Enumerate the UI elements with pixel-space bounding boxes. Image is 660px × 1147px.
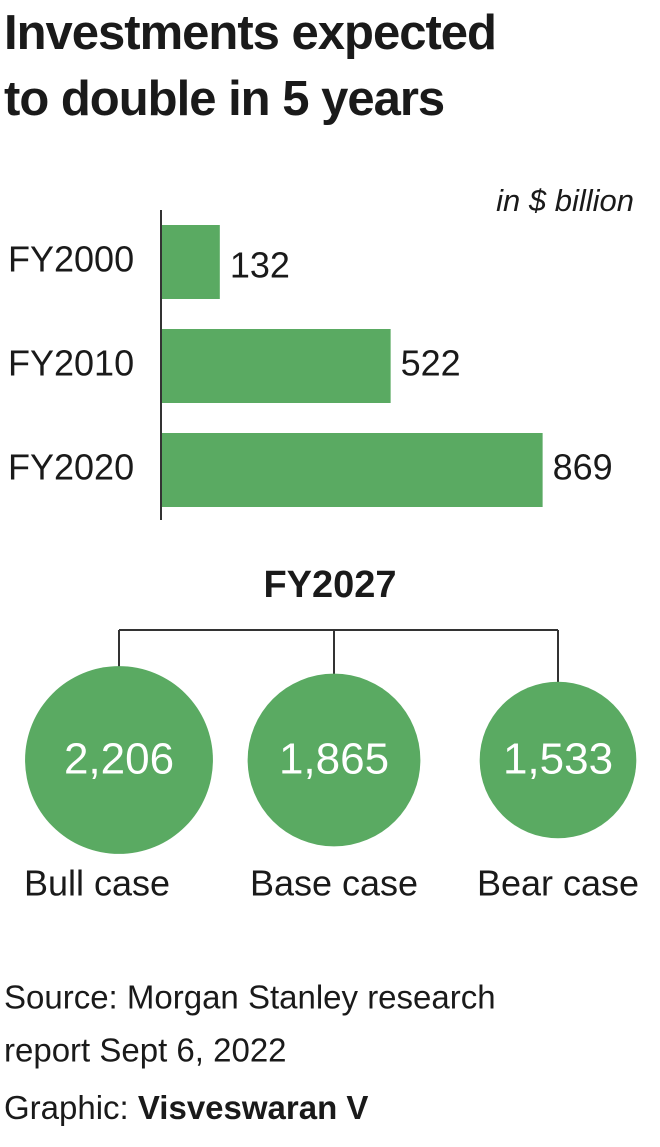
credit-name: Visveswaran V [138,1089,369,1126]
subtitle: FY2027 [263,564,396,606]
bar [162,225,220,299]
bar [162,329,391,403]
value-label: 522 [401,343,461,384]
value-label: 1,865 [279,735,389,784]
value-label: 1,533 [503,735,613,784]
source: report Sept 6, 2022 [4,1032,287,1069]
category-label: FY2000 [8,239,134,280]
category-label: Bear case [477,863,639,904]
bar [162,433,543,507]
category-label: Bull case [24,863,170,904]
title: Investments expected [4,6,496,60]
category-label: FY2020 [8,447,134,488]
value-label: 132 [230,245,290,286]
unit-label: in $ billion [496,183,634,218]
source: Source: Morgan Stanley research [4,979,496,1016]
category-label: Base case [250,863,418,904]
bubble [25,666,213,854]
category-label: FY2010 [8,343,134,384]
bubble [479,681,637,839]
value-label: 869 [553,447,613,488]
value-label: 2,206 [64,735,174,784]
credit-label: Graphic: [4,1089,129,1126]
bubble [247,673,421,847]
credit: Graphic: Visveswaran V [4,1089,368,1126]
title: to double in 5 years [4,72,444,126]
